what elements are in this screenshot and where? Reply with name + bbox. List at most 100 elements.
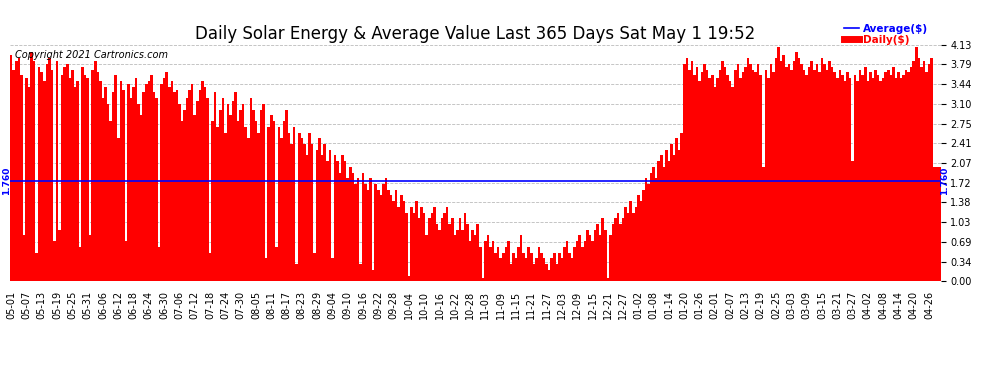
Bar (594, 230, 596, 281)
Bar (193, 116, 196, 281)
Bar (782, 55, 785, 281)
Bar (523, 253, 525, 281)
Bar (749, 64, 751, 281)
Bar (222, 98, 224, 281)
Bar (732, 87, 734, 281)
Bar (851, 161, 853, 281)
Bar (295, 264, 298, 281)
Bar (97, 72, 99, 281)
Bar (803, 70, 806, 281)
Bar (897, 72, 900, 281)
Bar (316, 150, 319, 281)
Bar (61, 75, 63, 281)
Bar (361, 172, 364, 281)
Bar (821, 58, 824, 281)
Bar (683, 64, 685, 281)
Bar (140, 116, 143, 281)
Bar (545, 264, 547, 281)
Bar (555, 264, 558, 281)
Bar (625, 207, 627, 281)
Bar (379, 195, 382, 281)
Bar (604, 230, 607, 281)
Bar (510, 264, 512, 281)
Bar (99, 81, 102, 281)
Bar (926, 72, 928, 281)
Bar (762, 167, 764, 281)
Bar (191, 84, 193, 281)
Bar (426, 236, 428, 281)
Bar (163, 78, 165, 281)
Bar (199, 90, 201, 281)
Bar (143, 93, 145, 281)
Bar (816, 64, 818, 281)
Bar (364, 184, 367, 281)
Bar (839, 70, 842, 281)
Bar (895, 78, 897, 281)
Bar (201, 81, 204, 281)
Bar (481, 278, 484, 281)
Bar (492, 241, 494, 281)
Bar (525, 258, 528, 281)
Bar (489, 247, 492, 281)
Bar (423, 213, 426, 281)
Bar (390, 195, 392, 281)
Bar (301, 138, 303, 281)
Bar (528, 247, 530, 281)
Bar (206, 98, 209, 281)
Bar (515, 258, 517, 281)
Bar (670, 144, 673, 281)
Bar (824, 64, 826, 281)
Bar (900, 78, 902, 281)
Bar (334, 155, 337, 281)
Bar (275, 247, 277, 281)
Bar (232, 101, 235, 281)
Bar (385, 178, 387, 281)
Bar (487, 236, 489, 281)
Bar (342, 155, 344, 281)
Bar (530, 253, 533, 281)
Bar (499, 258, 502, 281)
Bar (889, 75, 892, 281)
Bar (520, 236, 523, 281)
Bar (293, 127, 295, 281)
Bar (439, 230, 441, 281)
Bar (589, 236, 591, 281)
Bar (157, 247, 160, 281)
Bar (55, 61, 58, 281)
Bar (18, 58, 20, 281)
Bar (58, 230, 61, 281)
Bar (785, 67, 787, 281)
Bar (33, 61, 36, 281)
Bar (76, 81, 79, 281)
Bar (434, 207, 436, 281)
Bar (614, 218, 617, 281)
Bar (262, 104, 265, 281)
Bar (834, 72, 836, 281)
Bar (444, 213, 446, 281)
Bar (538, 247, 541, 281)
Bar (811, 61, 813, 281)
Bar (369, 178, 372, 281)
Bar (152, 93, 155, 281)
Bar (829, 61, 831, 281)
Bar (806, 75, 808, 281)
Bar (655, 178, 657, 281)
Bar (517, 247, 520, 281)
Bar (356, 178, 359, 281)
Bar (400, 195, 403, 281)
Bar (326, 161, 329, 281)
Bar (848, 78, 851, 281)
Bar (627, 213, 630, 281)
Bar (283, 121, 285, 281)
Bar (716, 78, 719, 281)
Bar (693, 75, 696, 281)
Bar (727, 75, 729, 281)
Bar (349, 167, 351, 281)
Bar (351, 172, 354, 281)
Text: 1.760: 1.760 (940, 166, 949, 195)
Bar (507, 241, 510, 281)
Bar (451, 218, 453, 281)
Bar (512, 253, 515, 281)
Bar (448, 224, 451, 281)
Bar (28, 87, 31, 281)
